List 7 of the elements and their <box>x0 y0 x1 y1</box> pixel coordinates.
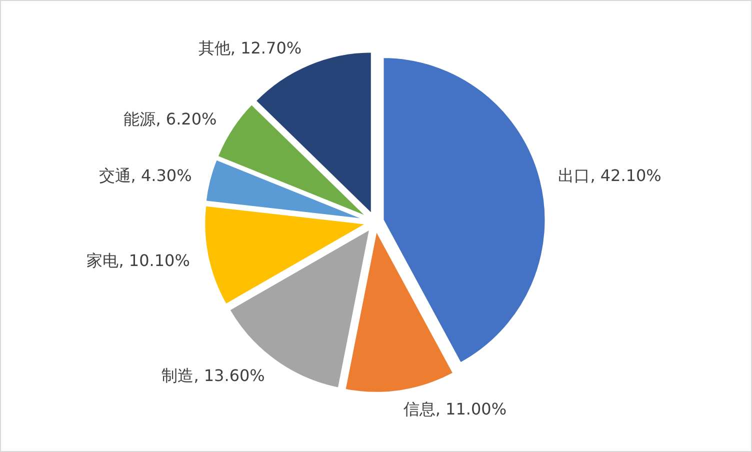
slice-label: 其他, 12.70% <box>198 38 302 58</box>
slice-label: 交通, 4.30% <box>98 166 192 186</box>
slice-label: 制造, 13.60% <box>162 366 265 386</box>
slice-label: 能源, 6.20% <box>124 109 217 128</box>
slice-label: 信息, 11.00% <box>403 399 507 418</box>
slice-label: 出口, 42.10% <box>558 166 662 186</box>
slice-label: 家电, 10.10% <box>86 250 190 270</box>
